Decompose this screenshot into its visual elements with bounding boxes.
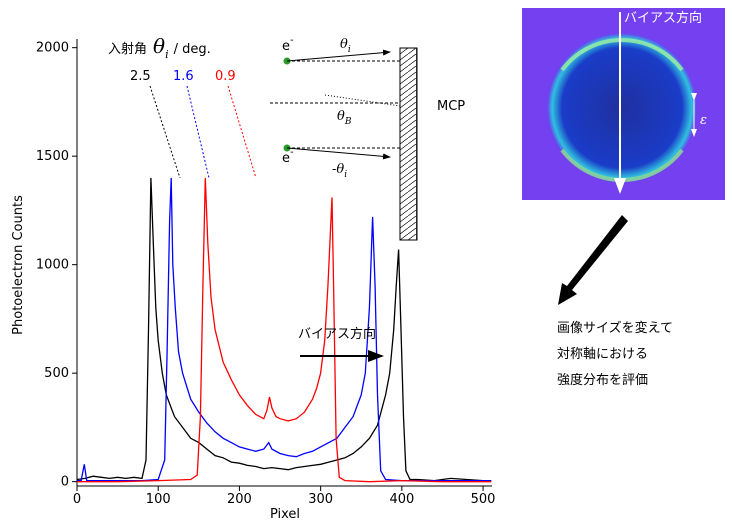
chart: 0 500 1000 1500 2000 0 100 200 300 400 500 Pixel P… [0, 0, 732, 525]
theta-b-label: θB [337, 109, 352, 127]
mcp-diagram: e- θi θB e- -θi MCP [270, 35, 465, 240]
note-line: 対称軸における [557, 347, 648, 362]
legend-entry: 2.5 [130, 69, 151, 84]
theta-sub: i [344, 170, 347, 180]
electron-base: e [282, 39, 290, 54]
legend-suffix: / deg. [174, 42, 211, 57]
y-tick-label: 1000 [36, 258, 69, 273]
mcp-plate [400, 48, 417, 240]
electron-label: e- [282, 35, 294, 54]
note-line: 画像サイズを変えて [557, 320, 673, 336]
y-tick-label: 1500 [36, 149, 69, 164]
x-tick-label: 300 [308, 492, 333, 507]
leader-line [187, 86, 209, 178]
pointer-arrow [558, 215, 628, 305]
electron-base: e [282, 151, 290, 166]
note-line: 強度分布を評価 [557, 372, 648, 388]
bias-direction-label: バイアス方向 [298, 326, 376, 342]
series-line [77, 178, 491, 481]
x-tick-label: 100 [146, 492, 171, 507]
y-tick-label: 2000 [36, 41, 69, 56]
legend-entry: 0.9 [215, 69, 236, 84]
beam-arrow [287, 148, 390, 157]
legend-prefix: 入射角 [108, 41, 147, 57]
x-axis-label: Pixel [270, 507, 300, 522]
bias-line [325, 95, 400, 106]
beam-arrow [287, 52, 390, 61]
detector-image: バイアス方向 ε [522, 8, 725, 200]
legend-title: 入射角 θi / deg. [108, 34, 211, 61]
theta-sub: i [348, 45, 351, 55]
theta-symbol: θ [337, 109, 345, 124]
theta-label: θi [340, 37, 351, 55]
legend-sub: i [165, 48, 169, 61]
x-tick-label: 200 [227, 492, 252, 507]
y-tick-label: 0 [61, 475, 69, 490]
y-tick-label: 500 [44, 366, 69, 381]
y-axis-label: Photoelectron Counts [11, 195, 26, 335]
theta-symbol: θ [340, 37, 348, 52]
x-tick-label: 400 [389, 492, 414, 507]
electron-sup: - [290, 35, 294, 46]
x-tick-label: 0 [73, 492, 81, 507]
theta-symbol: -θ [332, 162, 344, 177]
leader-line [228, 86, 256, 178]
epsilon-label: ε [700, 113, 707, 128]
x-tick-label: 500 [471, 492, 496, 507]
theta-sub: B [344, 117, 352, 127]
legend-symbol: θ [153, 34, 165, 58]
series-line [77, 178, 491, 481]
mcp-label: MCP [437, 99, 465, 114]
image-label: バイアス方向 [624, 10, 702, 26]
leader-line [150, 86, 180, 178]
plot-area: 0 500 1000 1500 2000 0 100 200 300 400 500 [36, 39, 496, 507]
series-line [77, 178, 491, 482]
legend-entry: 1.6 [173, 69, 194, 84]
minus-theta-label: -θi [332, 162, 347, 180]
